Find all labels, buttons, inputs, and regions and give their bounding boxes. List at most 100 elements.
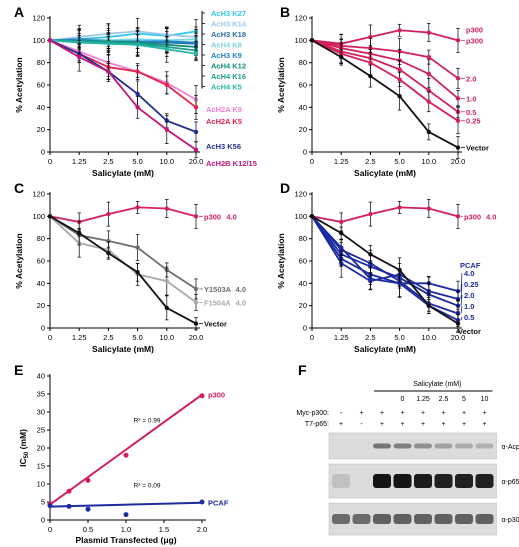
blot-band — [475, 474, 494, 488]
x-axis-title: Salicylate (mM) — [354, 344, 416, 354]
series-label: AcH4 K16 — [211, 72, 246, 81]
x-tick-label: 20.0 — [451, 333, 466, 342]
x-tick-label: 0.5 — [83, 525, 93, 534]
fit-line-pcaf — [49, 501, 203, 508]
series-line-ach2b-k12-15 — [49, 39, 197, 151]
blot-band — [332, 514, 350, 524]
y-tick-label: 0 — [303, 324, 307, 333]
series-label: PCAF — [208, 499, 229, 508]
t7-p65-sign: + — [482, 421, 486, 428]
data-point — [455, 321, 461, 326]
label-leader — [460, 316, 463, 321]
data-point — [164, 127, 169, 132]
series-label: F1504A — [204, 298, 231, 307]
blot-band — [332, 474, 350, 488]
y-tick-label: 60 — [299, 257, 307, 266]
x-tick-label: 5.0 — [132, 157, 142, 166]
data-point — [426, 206, 431, 211]
data-point — [426, 129, 431, 135]
y-tick-label: 120 — [32, 190, 45, 199]
series-line-0-5 — [311, 215, 459, 321]
y-tick-label: 40 — [37, 279, 45, 288]
x-tick-label: 1.25 — [334, 157, 349, 166]
x-tick-label: 5.0 — [394, 333, 404, 342]
data-point — [397, 67, 402, 72]
series-label: AcH2A K5 — [206, 117, 242, 126]
data-point-pcaf — [85, 506, 91, 512]
data-point — [193, 214, 199, 219]
x-axis-title: Salicylate (mM) — [92, 168, 154, 178]
panel-c-chart: C 0 20 40 60 80 100 120 0 1.25 2.5 5.0 10.0 20.0 Salic… — [14, 180, 246, 354]
panel-e-chart: E 0 5 10 15 20 25 30 35 40 0 0.5 1.0 1.5 2.0 Plasmid Tr… — [14, 362, 229, 545]
series-line-ach3-k56 — [49, 39, 197, 133]
x-tick-label: 2.5 — [365, 333, 375, 342]
y-tick-label: 60 — [299, 81, 307, 90]
y-tick-label: 100 — [294, 36, 307, 45]
data-point — [135, 69, 140, 74]
data-point — [135, 245, 140, 250]
data-point — [455, 118, 461, 123]
data-point — [164, 305, 169, 311]
data-point — [426, 30, 431, 35]
data-point-p300 — [85, 477, 91, 483]
data-point — [193, 147, 199, 152]
blot-band — [414, 514, 432, 524]
blot-band — [393, 443, 412, 449]
blot-band — [373, 514, 391, 524]
data-point — [368, 211, 373, 217]
blot-band — [414, 474, 432, 488]
panel-letter: C — [14, 180, 24, 196]
concentration-label: 10 — [481, 396, 489, 403]
blot-band — [393, 514, 412, 524]
data-point — [368, 60, 373, 65]
t7-p65-sign: + — [339, 421, 343, 428]
series-amount: 4.0 — [236, 285, 246, 294]
x-tick-label: 2.5 — [103, 157, 113, 166]
series-line-0-5 — [311, 39, 459, 113]
series-label: Y1503A — [204, 285, 232, 294]
panel-d-chart: D 0 20 40 60 80 100 120 0 1.25 2.5 5.0 10.0 20.0 Salic… — [276, 180, 496, 354]
y-tick-label: 10 — [37, 480, 45, 489]
y-axis-title: % Acetylation — [14, 57, 24, 112]
y-tick-label: 100 — [32, 212, 45, 221]
series-label: 0.25 — [464, 280, 479, 289]
x-tick-label: 2.5 — [365, 157, 375, 166]
series-label: 4.0 — [464, 269, 474, 278]
panel-b-chart: B 0 20 40 60 80 100 120 0 1.25 2.5 5.0 10.0 20.0 Salic… — [276, 4, 489, 178]
blot-band — [455, 474, 473, 488]
y-tick-label: 20 — [37, 301, 45, 310]
y-tick-label: 120 — [294, 190, 307, 199]
data-point-p300 — [123, 452, 129, 458]
blot-band — [475, 514, 494, 524]
y-tick-label: 20 — [299, 301, 307, 310]
panel-a-chart: A 0 20 40 60 80 100 120 0 1.25 2.5 5.0 10.0 20.0 Salic… — [14, 4, 257, 178]
x-axis-title: Plasmid Transfected (μg) — [75, 535, 176, 545]
y-tick-label: 0 — [41, 324, 45, 333]
series-label: p300 — [464, 212, 481, 221]
data-point-pcaf — [47, 503, 53, 509]
series-amount: 4.0 — [236, 298, 246, 307]
row-label-myc-p300: Myc-p300: — [296, 410, 329, 417]
data-point — [135, 91, 140, 97]
blot-antibody-label: α-Acp65 K310 — [502, 444, 519, 451]
data-point — [397, 93, 402, 99]
data-point — [193, 300, 199, 305]
data-point-p300 — [199, 393, 205, 399]
t7-p65-sign: - — [360, 421, 363, 428]
data-point — [455, 145, 461, 150]
data-point — [164, 206, 169, 211]
series-label: AcH4 K5 — [211, 83, 242, 92]
panel-letter: D — [280, 180, 290, 196]
y-tick-label: 80 — [37, 234, 45, 243]
y-tick-label: 100 — [294, 212, 307, 221]
y-tick-label: 20 — [37, 125, 45, 134]
data-point — [77, 230, 82, 236]
myc-p300-sign: + — [462, 410, 466, 417]
blot-antibody-label: α-p65 — [502, 479, 519, 486]
x-tick-label: 2.5 — [103, 333, 113, 342]
data-point — [368, 276, 373, 282]
y-tick-label: 80 — [299, 234, 307, 243]
data-point — [135, 105, 140, 110]
data-point — [47, 214, 53, 219]
myc-p300-sign: + — [380, 410, 384, 417]
